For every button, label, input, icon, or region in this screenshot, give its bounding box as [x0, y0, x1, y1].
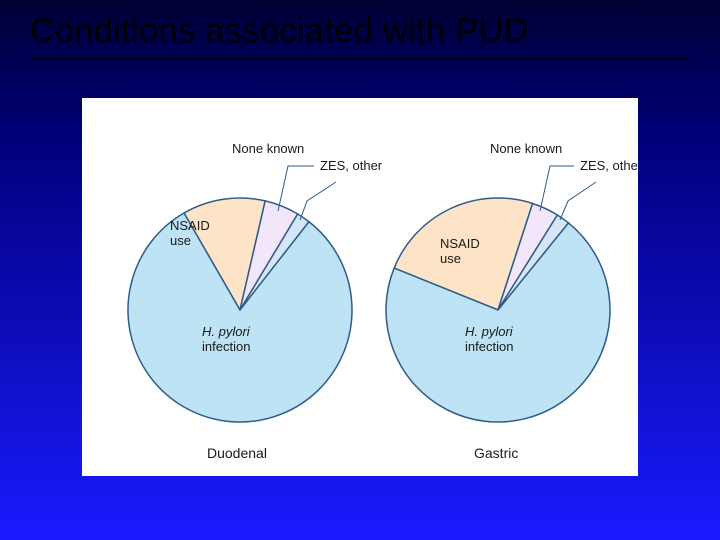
- slide-title: Conditions associated with PUD: [30, 12, 690, 51]
- pie-duodenal: NSAIDuseNone knownZES, otherH. pyloriinf…: [128, 141, 383, 461]
- leader-line: [560, 182, 596, 220]
- slice-label: ZES, other: [320, 158, 383, 173]
- title-underline: [30, 58, 690, 60]
- slice-label: ZES, other: [580, 158, 638, 173]
- pie-charts-svg: NSAIDuseNone knownZES, otherH. pyloriinf…: [82, 98, 638, 476]
- leader-line: [300, 182, 336, 220]
- slice-label: None known: [490, 141, 562, 156]
- slice-label: H. pyloriinfection: [465, 324, 514, 354]
- slice-label: H. pyloriinfection: [202, 324, 251, 354]
- leader-line: [540, 166, 574, 211]
- pie-gastric: NSAIDuseNone knownZES, otherH. pyloriinf…: [386, 141, 638, 461]
- pie-caption: Gastric: [474, 445, 518, 461]
- pie-caption: Duodenal: [207, 445, 267, 461]
- chart-panel: NSAIDuseNone knownZES, otherH. pyloriinf…: [82, 98, 638, 476]
- slice-label: None known: [232, 141, 304, 156]
- leader-line: [278, 166, 314, 211]
